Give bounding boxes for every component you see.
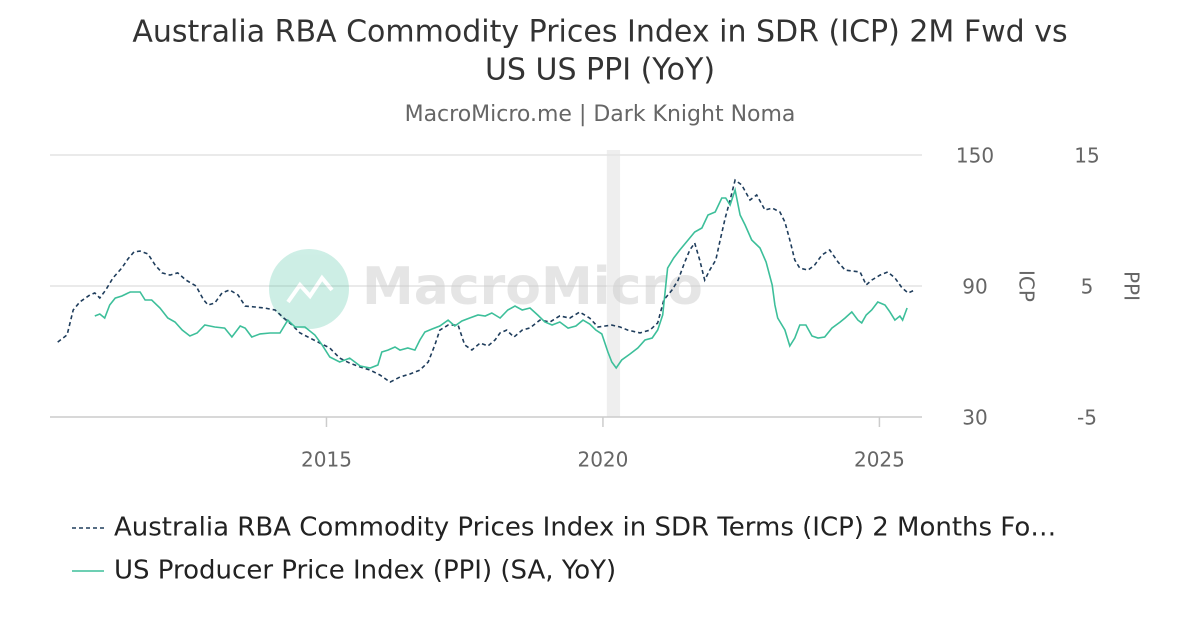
watermark-text: MacroMicro xyxy=(362,257,703,317)
background xyxy=(50,150,922,418)
y2-axis-title: PPI xyxy=(1120,271,1144,301)
y-tick-label: 90 xyxy=(962,275,987,299)
watermark-icon xyxy=(286,274,334,304)
y2-tick-label: 5 xyxy=(1081,275,1094,299)
legend-label: US Producer Price Index (PPI) (SA, YoY) xyxy=(114,556,616,586)
chart-subtitle: MacroMicro.me | Dark Knight Noma xyxy=(405,102,796,127)
chart-title: US US PPI (YoY) xyxy=(485,53,715,88)
y-axis-title: ICP xyxy=(1015,270,1039,302)
y2-tick-label: 15 xyxy=(1074,144,1099,168)
line-series xyxy=(57,178,916,384)
y-tick-label: 30 xyxy=(962,406,987,430)
watermark-logo xyxy=(269,249,349,329)
y2-tick-label: -5 xyxy=(1077,406,1097,430)
line-series xyxy=(94,186,908,370)
x-tick-label: 2020 xyxy=(577,448,628,472)
x-tick-label: 2015 xyxy=(301,448,352,472)
x-tick-label: 2025 xyxy=(854,448,905,472)
legend-label: Australia RBA Commodity Prices Index in … xyxy=(114,513,1056,543)
chart-title: Australia RBA Commodity Prices Index in … xyxy=(132,15,1067,50)
watermark-circle xyxy=(269,249,349,329)
y-tick-label: 150 xyxy=(956,144,994,168)
shaded-period xyxy=(606,150,621,417)
